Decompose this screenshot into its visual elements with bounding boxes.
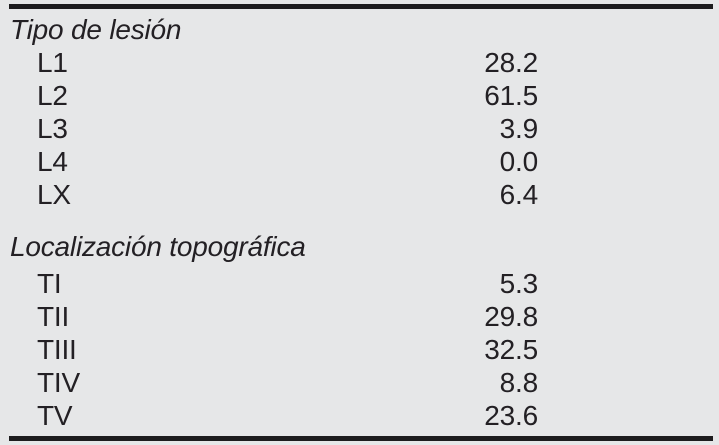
section-header-localizacion-topografica: Localización topográfica [10, 231, 306, 262]
row-value: 61.5 [484, 80, 538, 111]
row-value: 3.9 [499, 113, 539, 144]
row-value: 29.8 [484, 301, 538, 332]
table-row: TIII 32.5 [0, 333, 719, 366]
table-row: L2 61.5 [0, 79, 719, 112]
section-localizacion-topografica: Localización topográfica TI 5.3 TII 29.8… [0, 230, 719, 432]
row-label: TI [37, 268, 62, 299]
row-value: 32.5 [484, 334, 538, 365]
table-row: L1 28.2 [0, 46, 719, 79]
table-row: TI 5.3 [0, 267, 719, 300]
table-bottom-rule [9, 436, 713, 441]
row-label: TV [37, 400, 73, 431]
row-label: L4 [37, 146, 68, 177]
table-row: TII 29.8 [0, 300, 719, 333]
table-row: L3 3.9 [0, 112, 719, 145]
table-row: TV 23.6 [0, 399, 719, 432]
row-value: 0.0 [499, 146, 539, 177]
row-label: TIV [37, 367, 80, 398]
row-value: 23.6 [484, 400, 538, 431]
row-label: L3 [37, 113, 68, 144]
table-row: TIV 8.8 [0, 366, 719, 399]
section-header-tipo-de-lesion: Tipo de lesión [10, 14, 182, 45]
row-value: 5.3 [499, 268, 539, 299]
row-label: TIII [37, 334, 77, 365]
row-value: 8.8 [499, 367, 539, 398]
table-row: L4 0.0 [0, 145, 719, 178]
row-label: TII [37, 301, 70, 332]
section-tipo-de-lesion: Tipo de lesión L1 28.2 L2 61.5 L3 3.9 L4… [0, 13, 719, 211]
table-row: LX 6.4 [0, 178, 719, 211]
row-value: 28.2 [484, 47, 538, 78]
row-value: 6.4 [499, 179, 539, 210]
row-label: LX [37, 179, 71, 210]
row-label: L2 [37, 80, 68, 111]
table-top-rule [9, 4, 713, 9]
row-label: L1 [37, 47, 68, 78]
